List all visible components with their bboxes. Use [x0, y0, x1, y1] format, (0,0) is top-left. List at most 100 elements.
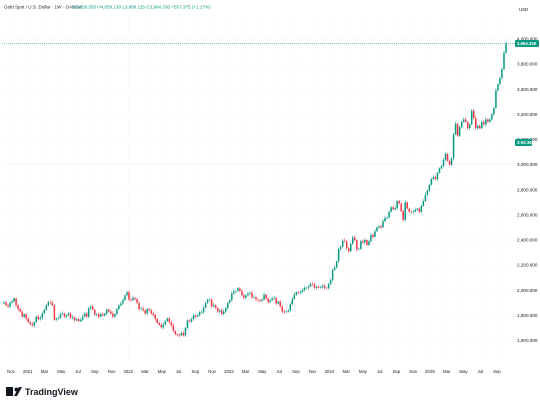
countdown-badge	[515, 139, 532, 146]
x-axis[interactable]: Nov 2021 Mar May Jul Sep Nov 2022 Mar May Jul Sep No…	[7, 369, 501, 374]
candle-up	[382, 221, 384, 228]
candle-down	[142, 308, 144, 311]
candle-up	[126, 292, 128, 296]
candles-layer[interactable]	[3, 41, 507, 338]
candle-down	[188, 320, 191, 322]
candle-down	[182, 332, 185, 336]
candle-down	[402, 211, 404, 220]
currency-label: USD	[519, 7, 528, 12]
candle-up	[35, 316, 38, 323]
tradingview-logo-slash	[14, 387, 22, 396]
candle-down	[7, 305, 9, 307]
candle-down	[257, 299, 259, 301]
candle-up	[497, 84, 499, 91]
candle-down	[17, 305, 19, 310]
candle-down	[311, 283, 314, 285]
candle-down	[255, 297, 257, 300]
candle-up	[166, 318, 169, 322]
candle-down	[400, 203, 402, 212]
candle-down	[112, 313, 114, 317]
candle-down	[448, 160, 451, 165]
candle-down	[362, 241, 364, 243]
candle-up	[462, 119, 465, 122]
tradingview-logo[interactable]: TradingView	[6, 387, 79, 397]
candle-up	[438, 168, 441, 173]
candle-up	[422, 201, 425, 207]
candle-down	[63, 313, 66, 317]
candle-up	[218, 310, 221, 312]
candle-up	[227, 302, 229, 308]
candle-up	[180, 332, 183, 336]
candle-up	[460, 121, 463, 127]
candle-up	[426, 190, 429, 195]
candle-up	[331, 270, 334, 281]
candle-down	[380, 226, 382, 228]
x-tick-label: Sep	[393, 369, 401, 374]
x-tick-label: 2025	[425, 369, 435, 374]
x-tick-label: May	[459, 369, 468, 374]
candle-up	[350, 243, 352, 252]
candle-up	[3, 302, 5, 304]
candle-up	[396, 201, 398, 208]
candle-down	[446, 153, 449, 161]
candle-down	[170, 322, 173, 326]
candle-down	[281, 306, 283, 312]
candle-up	[59, 314, 62, 318]
x-tick-label: Mar	[242, 369, 250, 374]
candle-up	[271, 298, 273, 301]
candle-up	[305, 287, 308, 289]
candle-down	[456, 123, 459, 136]
candle-down	[372, 234, 374, 237]
candle-up	[146, 309, 148, 314]
candle-down	[347, 248, 350, 252]
x-tick-label: Sep	[192, 369, 200, 374]
candle-down	[194, 315, 197, 317]
candle-up	[273, 297, 275, 299]
x-tick-label: Jul	[75, 369, 81, 374]
candle-up	[162, 324, 165, 328]
candle-up	[432, 177, 435, 180]
candle-down	[154, 314, 156, 320]
candle-up	[61, 313, 64, 315]
candle-down	[136, 299, 138, 303]
y-tick-label: 1,600.000	[517, 338, 538, 343]
y-axis[interactable]: 1,600.000 1,800.000 2,000.000 2,200.000 2,40…	[517, 37, 538, 343]
x-tick-label: Jul	[276, 369, 282, 374]
candle-down	[102, 314, 104, 316]
candle-down	[325, 287, 328, 289]
candle-down	[265, 294, 267, 299]
candle-up	[364, 240, 366, 243]
candle-up	[295, 292, 298, 295]
candle-down	[483, 121, 485, 125]
candle-up	[247, 293, 249, 296]
candle-down	[91, 306, 94, 310]
candle-down	[243, 295, 245, 298]
candle-up	[45, 305, 48, 310]
candle-up	[106, 309, 108, 314]
y-tick-label: 2,200.000	[517, 263, 538, 268]
candle-up	[416, 208, 419, 210]
candle-down	[25, 314, 27, 319]
x-tick-label: Mar	[41, 369, 49, 374]
candle-up	[376, 227, 378, 232]
candle-down	[156, 319, 158, 323]
candle-up	[505, 43, 507, 53]
candle-up	[118, 305, 120, 310]
candle-down	[152, 313, 154, 315]
candle-up	[124, 295, 126, 301]
candle-up	[378, 226, 380, 228]
candle-up	[360, 241, 362, 249]
candle-up	[450, 158, 453, 165]
candle-up	[493, 108, 495, 115]
candle-up	[501, 69, 503, 78]
candle-up	[235, 290, 237, 292]
x-tick-label: Nov	[208, 369, 216, 374]
y-tick-label: 3,000.000	[517, 162, 538, 167]
candle-up	[83, 313, 86, 317]
candle-up	[339, 246, 342, 249]
candle-down	[37, 316, 40, 320]
y-tick-label: 2,400.000	[517, 238, 538, 243]
candle-down	[174, 331, 177, 335]
